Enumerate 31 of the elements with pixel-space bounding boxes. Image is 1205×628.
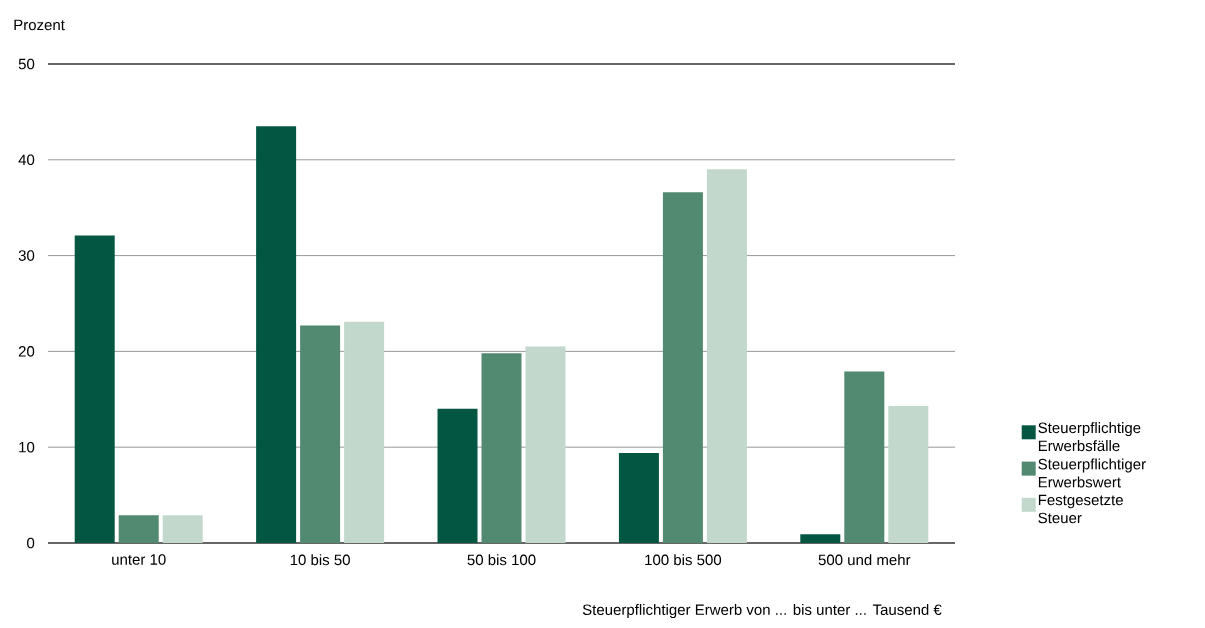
y-tick-label: 50	[18, 58, 35, 70]
legend-label: Festgesetzte Steuer	[1038, 494, 1123, 524]
bar	[800, 534, 841, 543]
bar	[844, 371, 885, 543]
bar	[437, 408, 478, 543]
y-axis-title: Prozent	[14, 19, 65, 31]
y-tick-label: 10	[19, 441, 35, 453]
bar	[74, 235, 115, 543]
x-tick-label: 500 und mehr	[818, 554, 911, 566]
legend-label: Steuerpflichtiger Erwerbswert	[1038, 458, 1146, 488]
x-tick-label: unter 10	[112, 554, 166, 565]
bar	[344, 321, 385, 543]
bar	[118, 515, 159, 543]
x-tick-label: 50 bis 100	[467, 554, 536, 566]
bar	[706, 169, 747, 543]
y-tick-label: 0	[27, 537, 35, 549]
bar	[525, 346, 566, 543]
x-tick-label: 100 bis 500	[645, 554, 722, 566]
bar	[481, 353, 522, 543]
bar	[618, 452, 659, 543]
bar	[662, 192, 703, 543]
y-tick-label: 30	[18, 250, 35, 261]
legend-label: Steuerpflichtige Erwerbsfälle	[1038, 422, 1141, 452]
y-tick-label: 20	[18, 346, 35, 357]
bar	[256, 126, 297, 543]
x-tick-label: 10 bis 50	[290, 554, 350, 566]
bar	[162, 515, 203, 543]
bar	[888, 405, 929, 543]
x-axis-title: Steuerpflichtiger Erwerb von ... bis unter ... Tausend €	[582, 603, 942, 618]
bar	[300, 325, 341, 543]
y-tick-label: 40	[18, 154, 35, 166]
